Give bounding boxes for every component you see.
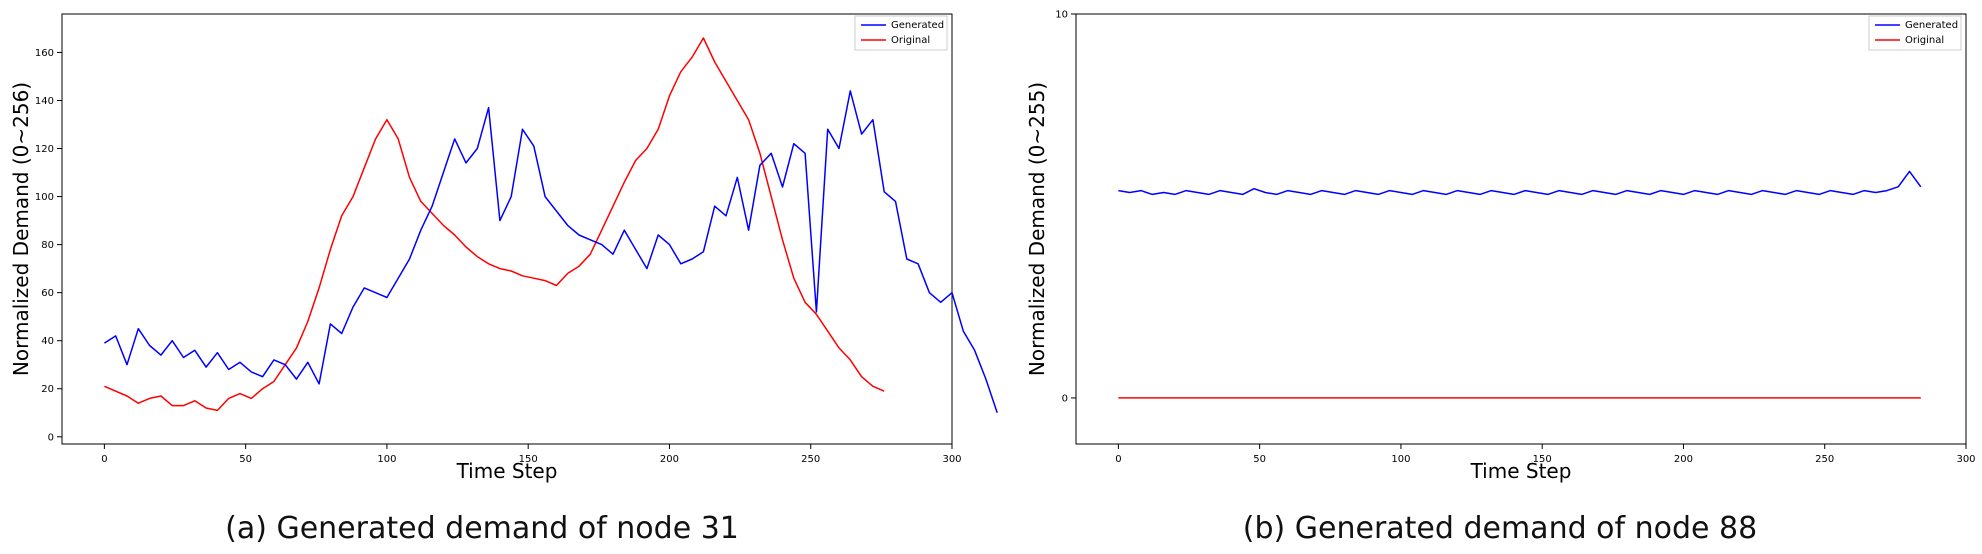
chart-b: 0 10 0 50 100 150 200 250 300 Generated Origina…	[1025, 10, 1976, 547]
chart-a-y-axis-label: Normalized Demand (0~256)	[9, 82, 33, 376]
chart-b-legend-original-label: Original	[1905, 35, 1944, 46]
chart-b-y-axis-label: Normalized Demand (0~255)	[1025, 82, 1049, 376]
chart-a-y-tick-label: 100	[35, 192, 54, 203]
chart-b-legend: Generated Original	[1868, 15, 1962, 51]
chart-a-frame	[61, 13, 953, 445]
chart-a-y-tick-label: 80	[41, 240, 54, 251]
chart-b-x-axis-label: Time Step	[1470, 459, 1572, 483]
chart-b-x-tick-label: 250	[1815, 454, 1834, 465]
chart-b-x-tick-label: 200	[1674, 454, 1693, 465]
chart-b-legend-box	[1868, 15, 1962, 51]
chart-a-x-tick-label: 300	[942, 454, 961, 465]
chart-a-y-tick-label: 60	[41, 288, 54, 299]
chart-b-y-ticks: 0 10	[1055, 10, 1076, 404]
chart-a: 0 20 40 60 80 100 120 140 160 0 50 100 150 200 250 300…	[9, 13, 998, 546]
chart-b-legend-generated-label: Generated	[1905, 20, 1958, 31]
chart-a-x-tick-label: 0	[101, 454, 107, 465]
chart-b-y-tick-label: 0	[1062, 393, 1068, 404]
chart-a-x-tick-label: 200	[660, 454, 679, 465]
chart-a-y-tick-label: 40	[41, 336, 54, 347]
chart-a-y-tick-label: 160	[35, 48, 54, 59]
chart-a-legend-box	[854, 15, 948, 51]
chart-a-x-tick-label: 100	[377, 454, 396, 465]
chart-a-x-tick-label: 50	[239, 454, 252, 465]
chart-a-y-tick-label: 20	[41, 384, 54, 395]
chart-b-x-tick-label: 0	[1115, 454, 1121, 465]
chart-a-y-tick-label: 140	[35, 96, 54, 107]
chart-a-series-generated-line	[103, 90, 998, 414]
chart-a-series-original-line	[104, 37, 885, 412]
chart-b-frame	[1075, 13, 1967, 445]
chart-a-x-tick-label: 250	[801, 454, 820, 465]
chart-a-series	[103, 37, 998, 414]
chart-b-x-tick-label: 300	[1956, 454, 1975, 465]
chart-a-legend-generated-label: Generated	[891, 20, 944, 31]
chart-a-y-ticks: 0 20 40 60 80 100 120 140 160	[35, 48, 62, 443]
chart-b-x-ticks: 0 50 100 150 200 250 300	[1115, 444, 1976, 465]
chart-b-caption: (b) Generated demand of node 88	[1243, 511, 1757, 546]
chart-b-x-tick-label: 150	[1533, 454, 1552, 465]
chart-a-x-axis-label: Time Step	[456, 459, 558, 483]
chart-b-y-tick-label: 10	[1055, 10, 1068, 21]
chart-b-series	[1118, 170, 1922, 399]
chart-a-legend-original-label: Original	[891, 35, 930, 46]
chart-b-x-tick-label: 100	[1391, 454, 1410, 465]
chart-a-x-ticks: 0 50 100 150 200 250 300	[101, 444, 962, 465]
chart-a-y-tick-label: 0	[48, 432, 54, 443]
chart-b-series-generated-line	[1118, 170, 1922, 196]
chart-a-x-tick-label: 150	[519, 454, 538, 465]
chart-b-x-tick-label: 50	[1253, 454, 1266, 465]
chart-a-legend: Generated Original	[854, 15, 948, 51]
chart-a-y-tick-label: 120	[35, 144, 54, 155]
chart-a-caption: (a) Generated demand of node 31	[225, 511, 739, 546]
